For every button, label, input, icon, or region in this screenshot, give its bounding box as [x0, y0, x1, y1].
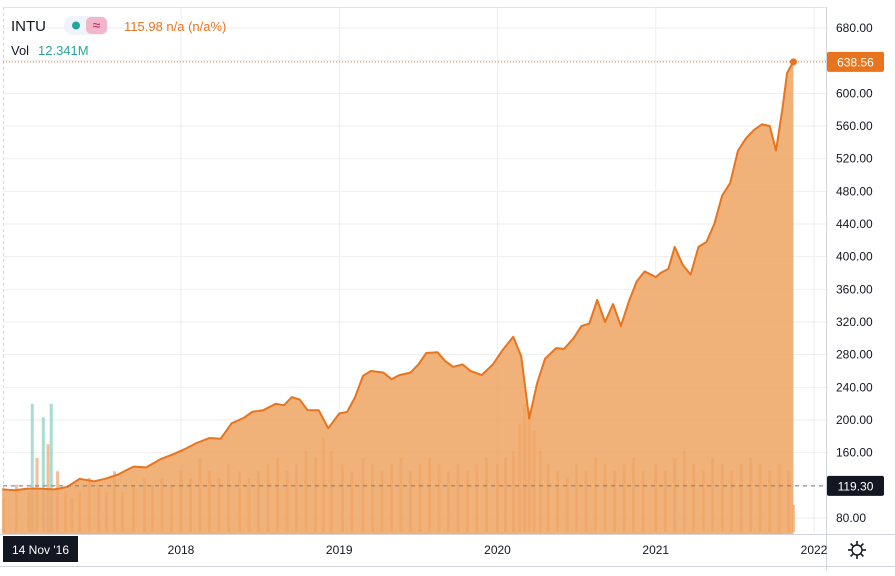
- volume-bar: [791, 505, 795, 532]
- price-tick-label: 200.00: [836, 413, 873, 427]
- price-tick-label: 400.00: [836, 250, 873, 264]
- price-badges: 638.56 119.30: [827, 51, 884, 496]
- time-axis-labels[interactable]: 2018 2019 2020 2021 2022: [168, 543, 828, 557]
- price-tick-label: 680.00: [836, 21, 873, 35]
- series-marker-icon[interactable]: ≈: [93, 17, 101, 33]
- price-area-fill: [2, 61, 794, 535]
- price-tick-label: 560.00: [836, 119, 873, 133]
- time-tick-label: 2019: [326, 543, 353, 557]
- price-line[interactable]: [2, 61, 795, 492]
- time-tick-label: 2021: [642, 543, 669, 557]
- change-text: 115.98 n/a (n/a%): [124, 19, 226, 34]
- legend-toggle-group[interactable]: ≈: [64, 16, 108, 35]
- price-tick-label: 440.00: [836, 217, 873, 231]
- price-tick-label: 480.00: [836, 184, 873, 198]
- last-price-dot[interactable]: [789, 58, 797, 66]
- time-tick-label: 2018: [168, 543, 195, 557]
- time-tick-label: 2022: [801, 543, 828, 557]
- price-tick-label: 80.00: [836, 511, 866, 525]
- series-marker-background: [86, 17, 107, 34]
- crosshair-date-badge: [3, 536, 78, 562]
- reference-price-line: [3, 61, 826, 487]
- price-tick-label: 320.00: [836, 315, 873, 329]
- volume-label: Vol: [11, 43, 29, 58]
- symbol-title[interactable]: INTU: [11, 18, 46, 35]
- visibility-dot-icon[interactable]: [72, 21, 80, 30]
- price-axis-labels[interactable]: 80.00120.00160.00200.00240.00280.00320.0…: [836, 21, 873, 525]
- volume-value: 12.341M: [38, 43, 89, 58]
- price-tick-label: 240.00: [836, 380, 873, 394]
- last-price-label: 638.56: [837, 55, 874, 69]
- volume-bar: [30, 403, 34, 532]
- reference-price-badge: [827, 475, 884, 496]
- reference-price-label: 119.30: [838, 479, 874, 493]
- volume-bar: [49, 403, 53, 532]
- gear-icon[interactable]: [848, 541, 866, 559]
- time-tick-label: 2020: [484, 543, 511, 557]
- price-tick-label: 360.00: [836, 282, 873, 296]
- volume-bar: [41, 417, 45, 532]
- price-tick-label: 600.00: [836, 86, 873, 100]
- price-area-series[interactable]: [2, 58, 797, 535]
- crosshair-date-label: 14 Nov '16: [12, 543, 69, 557]
- last-price-badge: [827, 51, 884, 72]
- price-tick-label: 280.00: [836, 348, 873, 362]
- price-tick-label: 520.00: [836, 152, 873, 166]
- price-tick-label: 160.00: [836, 446, 873, 460]
